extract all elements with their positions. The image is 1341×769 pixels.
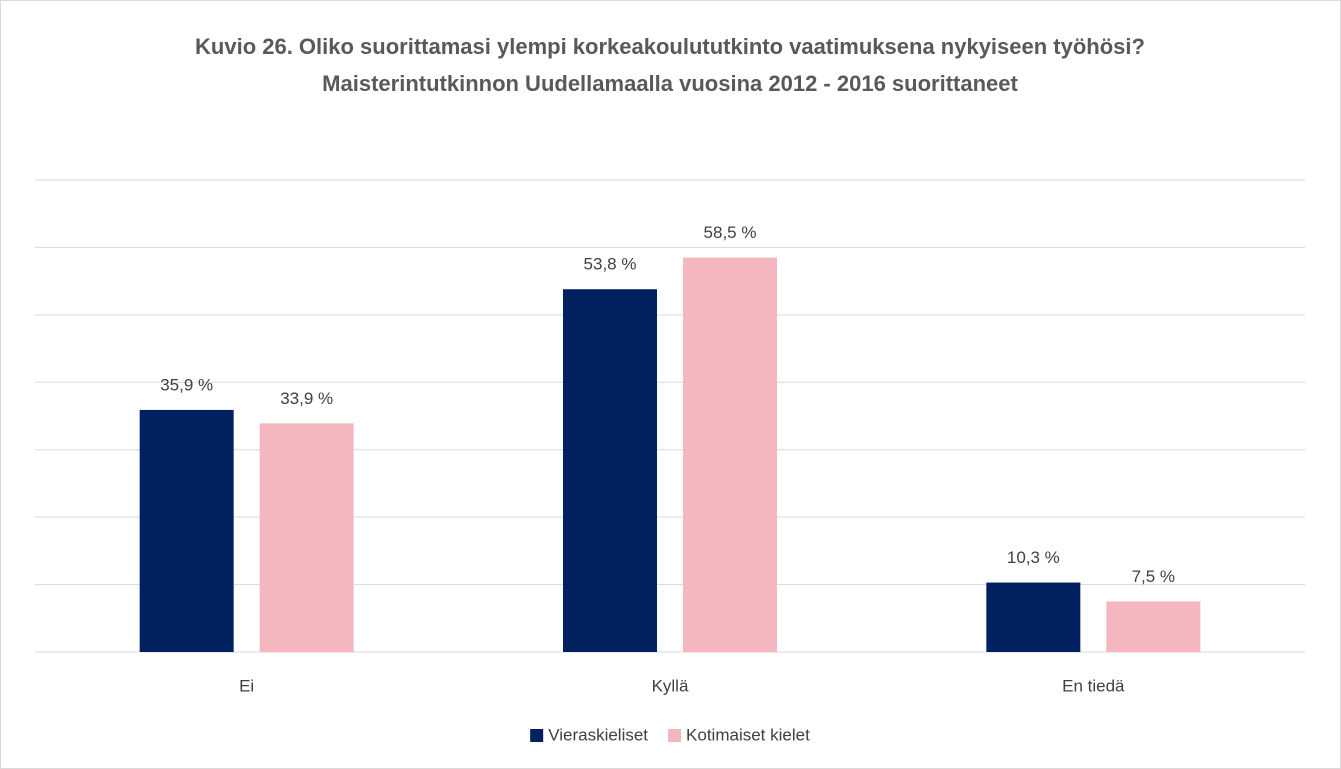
data-label: 10,3 % xyxy=(1007,548,1060,567)
data-label: 7,5 % xyxy=(1132,567,1175,586)
bar xyxy=(1106,601,1201,652)
bar xyxy=(986,582,1081,652)
x-tick-label: Ei xyxy=(239,676,254,695)
bar xyxy=(563,289,657,652)
data-label: 58,5 % xyxy=(704,223,757,242)
legend-swatch xyxy=(530,729,544,742)
legend-swatch xyxy=(668,729,682,742)
data-label: 35,9 % xyxy=(160,375,213,394)
chart-title: Kuvio 26. Oliko suorittamasi ylempi kork… xyxy=(195,34,1145,96)
legend-label: Kotimaiset kielet xyxy=(686,725,810,744)
bar xyxy=(139,409,234,652)
x-tick-label: En tiedä xyxy=(1062,676,1125,695)
bar xyxy=(683,257,777,652)
legend-label: Vieraskieliset xyxy=(548,725,648,744)
data-label: 33,9 % xyxy=(280,389,333,408)
data-label: 53,8 % xyxy=(584,255,637,274)
bar xyxy=(259,423,354,652)
x-tick-label: Kyllä xyxy=(652,676,689,695)
